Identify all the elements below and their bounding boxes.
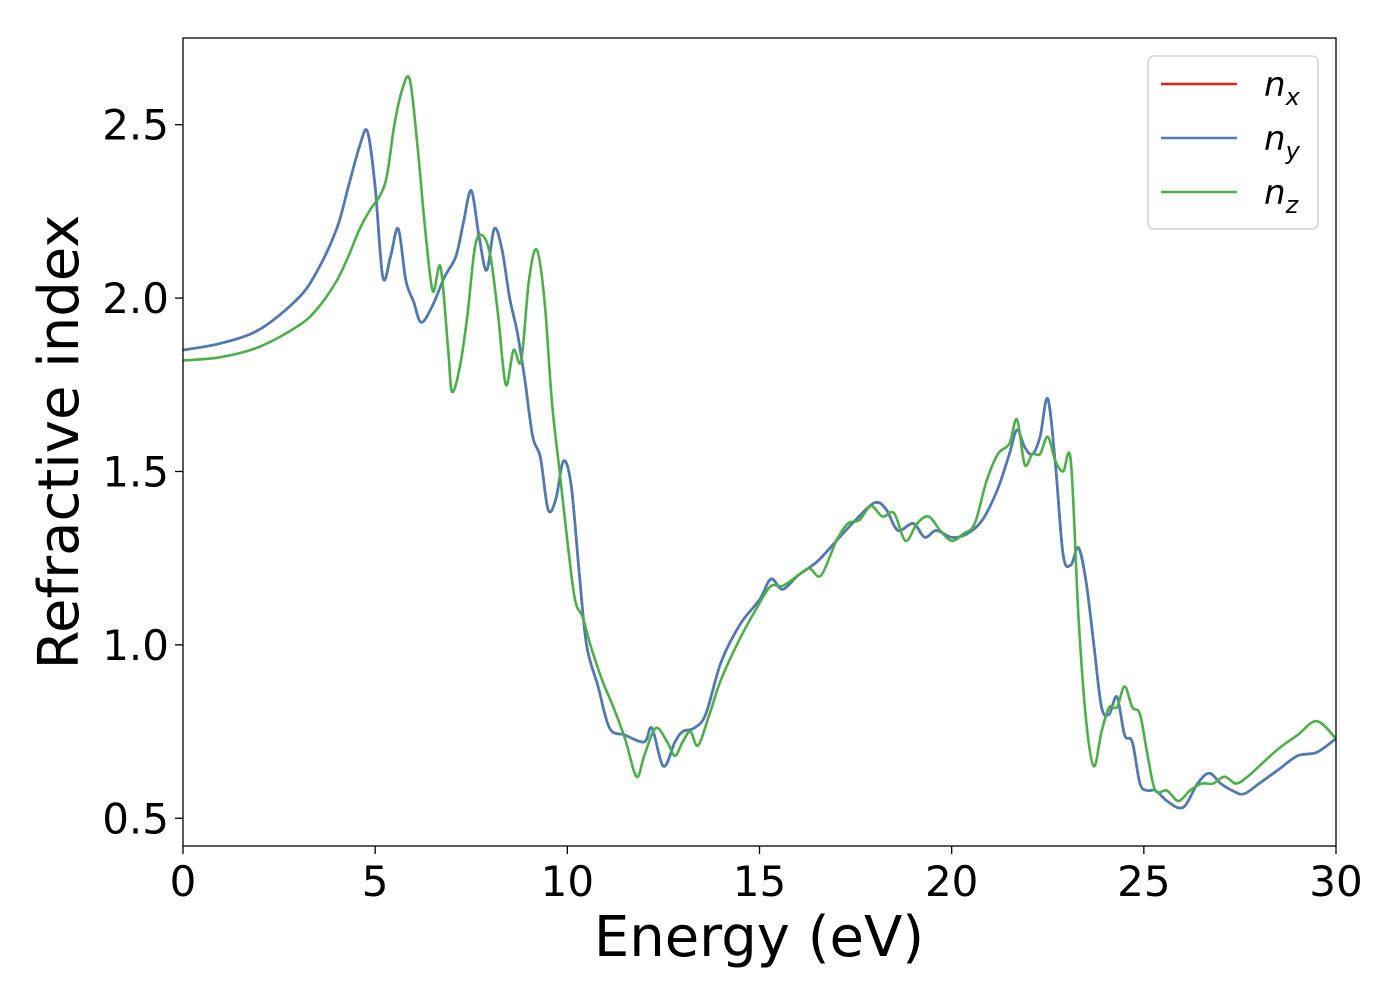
x-axis: 0 5 10 15 20 25 30 (170, 846, 1363, 906)
x-tick-label: 5 (362, 857, 389, 906)
legend-label-nx: nx (1264, 65, 1301, 111)
series-line-ny (183, 128, 1336, 810)
x-tick-label: 15 (733, 857, 786, 906)
legend-label-ny: ny (1264, 119, 1301, 165)
x-tick-label: 20 (925, 857, 978, 906)
y-tick-label: 1.0 (102, 621, 169, 670)
y-tick-label: 1.5 (102, 447, 169, 496)
x-axis-label: Energy (eV) (594, 905, 924, 970)
y-axis-label: Refractive index (27, 215, 92, 670)
legend-box (1147, 55, 1319, 230)
plot-area (183, 74, 1336, 810)
y-axis: 0.5 1.0 1.5 2.0 2.5 (102, 101, 183, 843)
y-tick-label: 0.5 (102, 794, 169, 843)
x-tick-label: 30 (1309, 857, 1362, 906)
series-line-nz (183, 74, 1336, 803)
y-tick-label: 2.0 (102, 274, 169, 323)
legend-label-nz: nz (1264, 173, 1300, 219)
x-tick-label: 0 (170, 857, 197, 906)
y-tick-label: 2.5 (102, 101, 169, 150)
legend: nx ny nz (1147, 55, 1319, 230)
x-tick-label: 10 (541, 857, 594, 906)
x-tick-label: 25 (1117, 857, 1170, 906)
